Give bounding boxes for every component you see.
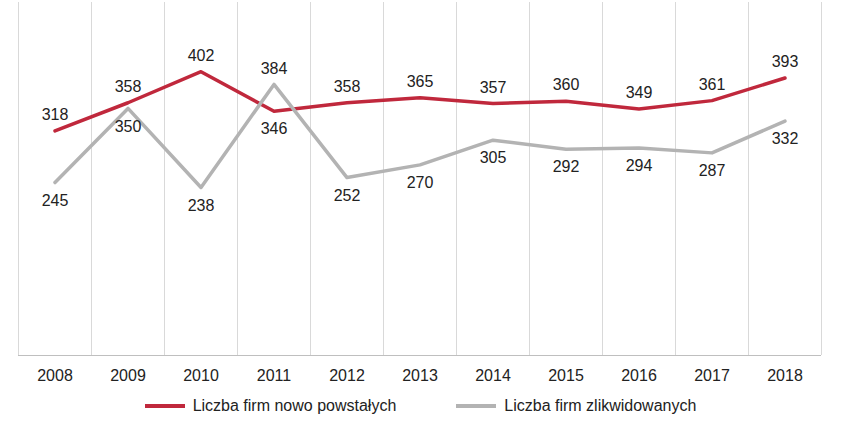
svg-text:2014: 2014 bbox=[475, 367, 511, 384]
svg-text:270: 270 bbox=[407, 174, 434, 191]
html-text:Liczba firm zlikwidowanych: Liczba firm zlikwidowanych bbox=[504, 397, 697, 414]
svg-text:349: 349 bbox=[626, 84, 653, 101]
svg-text:361: 361 bbox=[699, 76, 726, 93]
svg-text:305: 305 bbox=[480, 149, 507, 166]
svg-text:346: 346 bbox=[261, 120, 288, 137]
svg-text:2009: 2009 bbox=[110, 367, 146, 384]
svg-text:393: 393 bbox=[772, 53, 799, 70]
svg-text:2016: 2016 bbox=[621, 367, 657, 384]
svg-text:2011: 2011 bbox=[257, 367, 292, 384]
svg-text:2013: 2013 bbox=[402, 367, 438, 384]
svg-text:332: 332 bbox=[772, 130, 799, 147]
svg-text:2017: 2017 bbox=[694, 367, 730, 384]
svg-text:292: 292 bbox=[553, 158, 580, 175]
svg-text:2015: 2015 bbox=[548, 367, 584, 384]
svg-text:2012: 2012 bbox=[329, 367, 365, 384]
svg-text:238: 238 bbox=[188, 197, 215, 214]
svg-text:294: 294 bbox=[626, 157, 653, 174]
svg-text:245: 245 bbox=[42, 192, 69, 209]
svg-text:252: 252 bbox=[334, 187, 361, 204]
svg-text:357: 357 bbox=[480, 79, 507, 96]
svg-text:384: 384 bbox=[261, 60, 288, 77]
svg-text:2018: 2018 bbox=[767, 367, 803, 384]
svg-text:2008: 2008 bbox=[37, 367, 73, 384]
svg-text:360: 360 bbox=[553, 76, 580, 93]
svg-text:358: 358 bbox=[334, 78, 361, 95]
svg-text:358: 358 bbox=[115, 78, 142, 95]
svg-text:318: 318 bbox=[42, 106, 69, 123]
svg-text:350: 350 bbox=[115, 118, 142, 135]
svg-text:402: 402 bbox=[188, 47, 215, 64]
svg-text:365: 365 bbox=[407, 73, 434, 90]
html-text:Liczba firm nowo powstałych: Liczba firm nowo powstałych bbox=[192, 397, 397, 414]
svg-text:287: 287 bbox=[699, 162, 726, 179]
svg-text:2010: 2010 bbox=[183, 367, 219, 384]
